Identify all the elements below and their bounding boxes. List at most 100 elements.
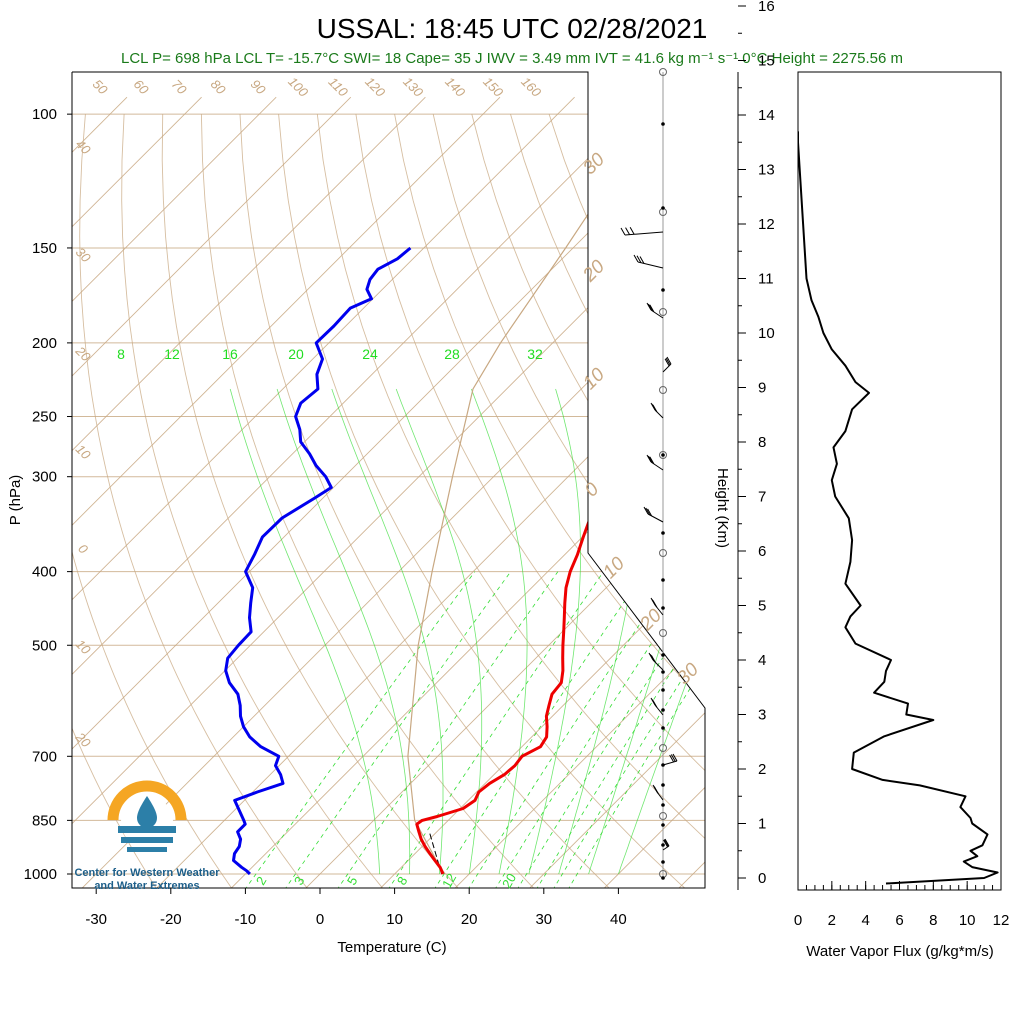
flux-border [797,71,1002,891]
mixing-ratio-bottom-label: 3 [291,874,308,888]
isotherm-label: 100 [285,74,311,100]
skewt-xlabel: Temperature (C) [337,939,446,956]
wind-barb-shaft [650,461,664,471]
mixing-ratio-top-label: 16 [222,346,238,362]
dry-adiabat-line [79,114,312,888]
flux-x-tick-label: 4 [861,912,869,929]
wind-calm-marker [659,549,667,557]
isotherm-line [72,96,650,888]
isotherm-line [72,96,575,888]
isotherm-line [748,97,1024,893]
isotherm-label: 40 [73,136,94,157]
wind-barb-feather [665,357,671,366]
wind-level-dot [661,783,665,787]
wind-barb-feather [652,600,658,608]
flux-x-tick-label: 12 [993,912,1010,929]
dry-adiabat-label: 30 [673,659,703,689]
wind-barb-feather [652,700,658,708]
wind-barb-feather [663,839,668,848]
x-tick-label: -20 [160,911,182,928]
logo-wave-2 [121,837,173,843]
isotherm-line [225,96,705,888]
dry-adiabat-line [471,113,705,888]
parcel-path-line [407,113,656,875]
y-tick-label: 700 [32,748,57,765]
dry-adiabat-line [355,114,705,888]
wind-barb-feather [646,454,652,463]
wind-barb-feather [636,255,642,263]
wind-barb-feather [664,838,670,847]
flux-x-tick-label: 2 [828,912,836,929]
wind-calm-marker [659,812,667,820]
isotherm-label: 50 [90,76,111,97]
skewt-background [72,96,1024,893]
wind-level-dot [661,876,665,880]
x-tick-label: -30 [85,911,107,928]
wind-level-dot [661,823,665,827]
dry-adiabat-line [781,114,1024,893]
y-tick-label: 300 [32,469,57,486]
dry-adiabat-label: 20 [579,256,610,287]
wind-barb-feather [652,404,658,413]
isotherm-line [524,96,705,888]
flux-x-tick-label: 10 [959,912,976,929]
wind-barb-shaft [624,231,664,236]
y-tick-label: 250 [32,409,57,426]
wind-barb-feather [654,786,659,795]
height-tick-label: 11 [758,271,774,288]
wind-barb-feather [669,754,675,763]
isotherm-label: 80 [208,76,229,97]
isotherm-label: 90 [248,76,269,97]
mixing-ratio-line [494,571,700,888]
moist-adiabat-line [331,388,444,875]
wind-barb-feather [672,753,678,762]
isotherm-label: 10 [73,441,94,462]
wind-barb-shaft [650,309,664,319]
x-tick-label: 20 [461,911,478,928]
wind-calm-marker [659,744,667,752]
dry-adiabat-line [858,114,1024,893]
wind-barb-feather [663,839,669,847]
skewt-series [224,246,705,876]
x-tick-label: 0 [316,911,324,928]
height-tick-label: 5 [758,598,766,615]
isotherm-line [76,96,705,888]
wind-calm-marker [659,308,667,316]
dry-adiabat-label: 10 [599,553,629,583]
height-tick-label: 14 [758,107,775,124]
isotherm-line [72,96,202,888]
wind-level-dot [661,206,665,210]
wind-barb-feather [650,655,656,663]
wind-barb-feather [645,507,651,516]
wind-barb-shaft [647,513,664,523]
wind-barb-feather [664,358,670,367]
wind-calm-marker [659,451,667,459]
wind-level-dot [661,688,665,692]
dry-adiabat-line [72,114,236,888]
dry-adiabat-line [742,114,1024,893]
height-tick-label: 15 [758,53,775,70]
mixing-ratio-bottom-label: 12 [439,871,459,891]
height-tick-label: 3 [758,707,766,724]
height-tick-label: 8 [758,434,766,451]
mixing-ratio-bottom-label: 20 [499,871,519,891]
flux-x-tick-label: 0 [794,912,802,929]
mixing-ratio-line [567,571,705,888]
height-tick-label: 12 [758,216,775,233]
parcel-dashed-line [428,831,443,875]
isotherm-label: 150 [480,74,506,100]
mixing-ratio-line [336,571,559,888]
wind-level-dot [661,453,665,457]
chart-title: USSAL: 18:45 UTC 02/28/2021 [317,13,708,44]
wind-barb-feather [666,356,672,365]
wind-level-dot [661,606,665,610]
height-tick-label: 16 [758,0,775,15]
wind-calm-marker [659,68,667,76]
flux-frame [797,71,1002,891]
wind-barb-feather [647,508,653,517]
isotherm-line [72,96,352,888]
y-tick-label: 100 [32,106,57,123]
dry-adiabat-line [121,114,388,888]
